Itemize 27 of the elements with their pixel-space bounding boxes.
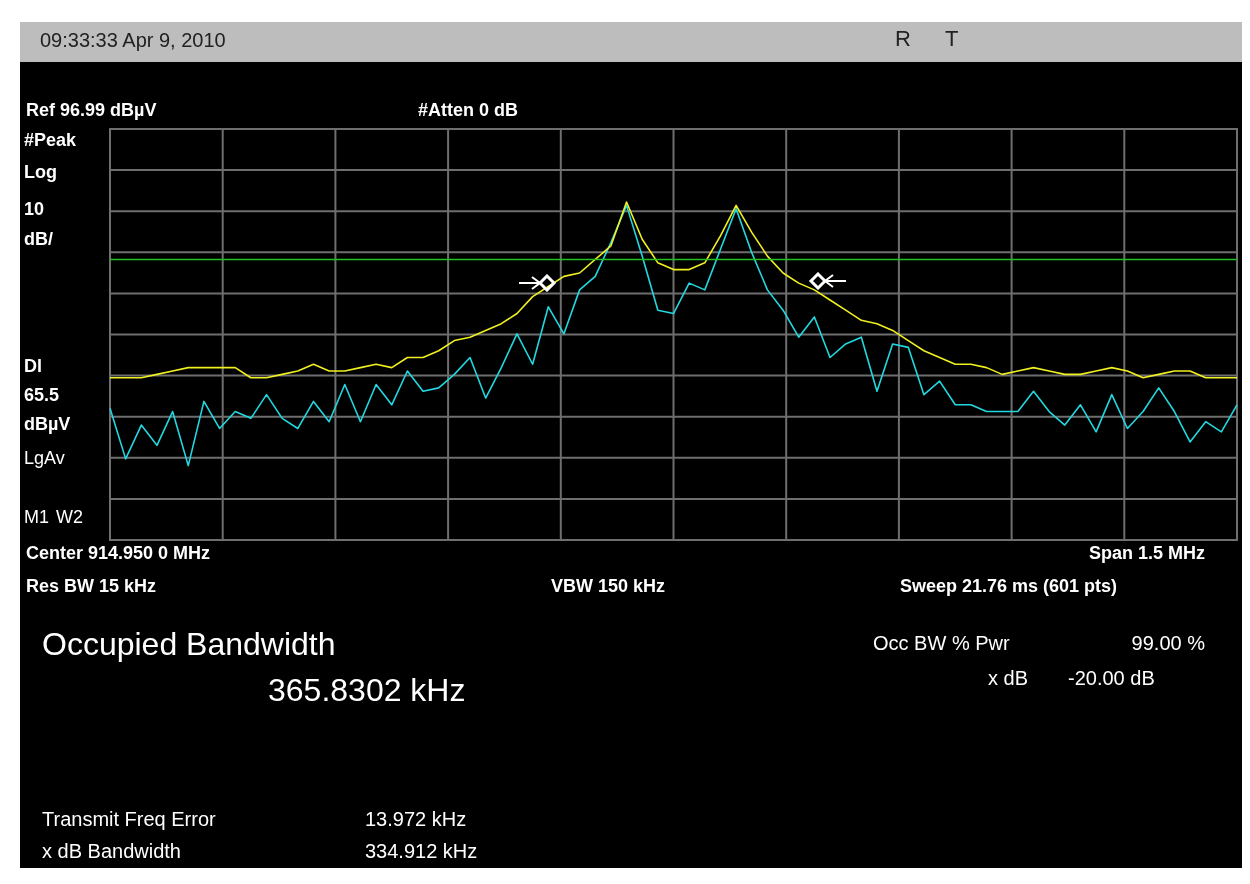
text: M1: [24, 507, 50, 528]
text: 13.972 kHz: [365, 808, 467, 831]
text: T: [945, 26, 959, 52]
text: Sweep 21.76 ms (601 pts): [900, 576, 1118, 597]
text: Dl 65.5 dBµV: [24, 355, 72, 436]
text: x dB Bandwidth: [42, 840, 181, 863]
text: 365.8302 kHz: [268, 672, 466, 709]
text: 334.912 kHz: [365, 840, 478, 863]
text: LgAv: [24, 448, 65, 469]
text: Center 914.950 0 MHz: [26, 543, 211, 564]
text: W2: [56, 507, 83, 528]
text: Span 1.5 MHz: [1088, 543, 1205, 564]
chart-title: 09:33:33 Apr 9, 2010: [40, 29, 226, 52]
text: 10 dB/: [24, 198, 54, 251]
text: #Peak: [24, 130, 77, 151]
text: Ref 96.99 dBµV: [26, 100, 157, 121]
text: x dB: [988, 667, 1029, 690]
text: Transmit Freq Error: [42, 808, 216, 831]
text: Log: [24, 162, 57, 183]
text: Occupied Bandwidth: [42, 626, 336, 663]
text: 99.00 %: [1131, 632, 1205, 655]
text: R: [895, 26, 911, 52]
text: Occ BW % Pwr: [873, 632, 1010, 655]
text: #Atten 0 dB: [418, 100, 519, 121]
text: Res BW 15 kHz: [26, 576, 157, 597]
text: -20.00 dB: [1068, 667, 1155, 690]
text: VBW 150 kHz: [551, 576, 666, 597]
